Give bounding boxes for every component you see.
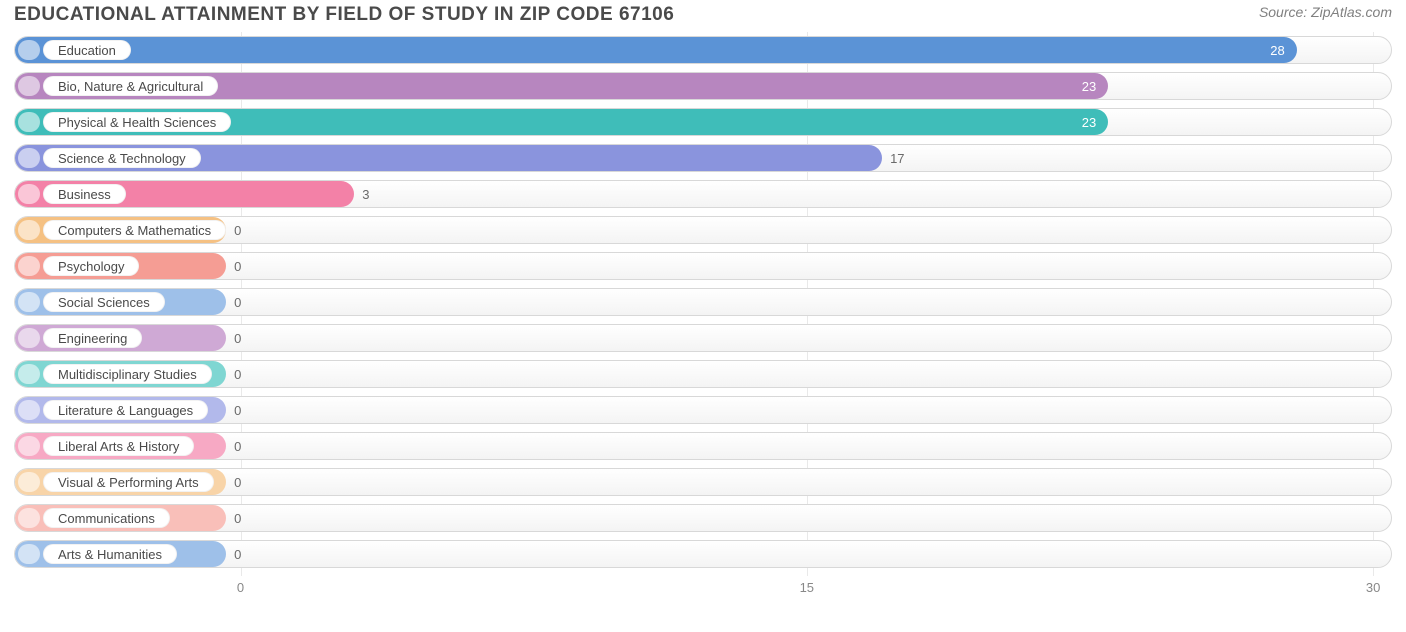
x-axis-tick: 15 [800,580,814,595]
bar-fill: Engineering [15,325,226,351]
bar-cap-icon [18,328,40,348]
bar-cap-icon [18,40,40,60]
x-axis-tick: 30 [1366,580,1380,595]
bar-fill: Arts & Humanities [15,541,226,567]
bar-label: Visual & Performing Arts [43,472,214,492]
bar-row: Visual & Performing Arts 0 [14,468,1392,496]
bar-row: Computers & Mathematics 0 [14,216,1392,244]
bar-label: Engineering [43,328,142,348]
bar-value: 17 [890,151,904,166]
bar-fill: Science & Technology [15,145,882,171]
bar-value: 0 [234,223,241,238]
bar-row: Liberal Arts & History 0 [14,432,1392,460]
chart-area: Education28Bio, Nature & Agricultural23P… [0,36,1406,604]
chart-bars: Education28Bio, Nature & Agricultural23P… [14,36,1392,568]
x-axis: 0 15 30 [14,576,1392,604]
bar-row: Arts & Humanities 0 [14,540,1392,568]
bar-fill: Computers & Mathematics [15,217,226,243]
bar-label: Literature & Languages [43,400,208,420]
bar-row: Literature & Languages 0 [14,396,1392,424]
bar-row: Science & Technology 17 [14,144,1392,172]
bar-value: 0 [234,439,241,454]
bar-value: 0 [234,259,241,274]
bar-cap-icon [18,400,40,420]
bar-fill: Education 28 [15,37,1297,63]
bar-value: 0 [234,367,241,382]
bar-cap-icon [18,220,40,240]
bar-value: 0 [234,547,241,562]
bar-label: Social Sciences [43,292,165,312]
bar-row: Communications 0 [14,504,1392,532]
bar-value: 0 [234,295,241,310]
bar-label: Arts & Humanities [43,544,177,564]
chart-header: EDUCATIONAL ATTAINMENT BY FIELD OF STUDY… [0,0,1406,36]
bar-label: Computers & Mathematics [43,220,226,240]
bar-cap-icon [18,256,40,276]
chart-source: Source: ZipAtlas.com [1259,4,1392,20]
bar-value: 0 [234,403,241,418]
bar-label: Bio, Nature & Agricultural [43,76,218,96]
bar-row: Multidisciplinary Studies 0 [14,360,1392,388]
chart-title: EDUCATIONAL ATTAINMENT BY FIELD OF STUDY… [14,4,674,26]
bar-cap-icon [18,112,40,132]
bar-fill: Multidisciplinary Studies [15,361,226,387]
bar-label: Communications [43,508,170,528]
bar-label: Liberal Arts & History [43,436,194,456]
bar-row: Business 3 [14,180,1392,208]
bar-row: Psychology 0 [14,252,1392,280]
bar-value: 23 [1082,79,1096,94]
bar-cap-icon [18,148,40,168]
bar-row: Social Sciences 0 [14,288,1392,316]
bar-label: Science & Technology [43,148,201,168]
bar-cap-icon [18,292,40,312]
bar-cap-icon [18,364,40,384]
bar-value: 23 [1082,115,1096,130]
bar-value: 0 [234,331,241,346]
bar-cap-icon [18,184,40,204]
bar-row: Bio, Nature & Agricultural 23 [14,72,1392,100]
bar-value: 3 [362,187,369,202]
bar-row: Engineering 0 [14,324,1392,352]
bar-fill: Physical & Health Sciences 23 [15,109,1108,135]
bar-cap-icon [18,544,40,564]
bar-row: Physical & Health Sciences 23 [14,108,1392,136]
bar-fill: Visual & Performing Arts [15,469,226,495]
bar-value: 0 [234,511,241,526]
bar-cap-icon [18,436,40,456]
bar-label: Physical & Health Sciences [43,112,231,132]
x-axis-tick: 0 [237,580,244,595]
bar-fill: Bio, Nature & Agricultural 23 [15,73,1108,99]
bar-fill: Psychology [15,253,226,279]
bar-label: Education [43,40,131,60]
bar-label: Business [43,184,126,204]
bar-value: 0 [234,475,241,490]
bar-cap-icon [18,508,40,528]
bar-cap-icon [18,472,40,492]
bar-value: 28 [1270,43,1284,58]
bar-fill: Social Sciences [15,289,226,315]
bar-fill: Communications [15,505,226,531]
bar-row: Education 28 [14,36,1392,64]
bar-fill: Literature & Languages [15,397,226,423]
bar-label: Psychology [43,256,139,276]
bar-cap-icon [18,76,40,96]
bar-label: Multidisciplinary Studies [43,364,212,384]
bar-fill: Business [15,181,354,207]
bar-fill: Liberal Arts & History [15,433,226,459]
